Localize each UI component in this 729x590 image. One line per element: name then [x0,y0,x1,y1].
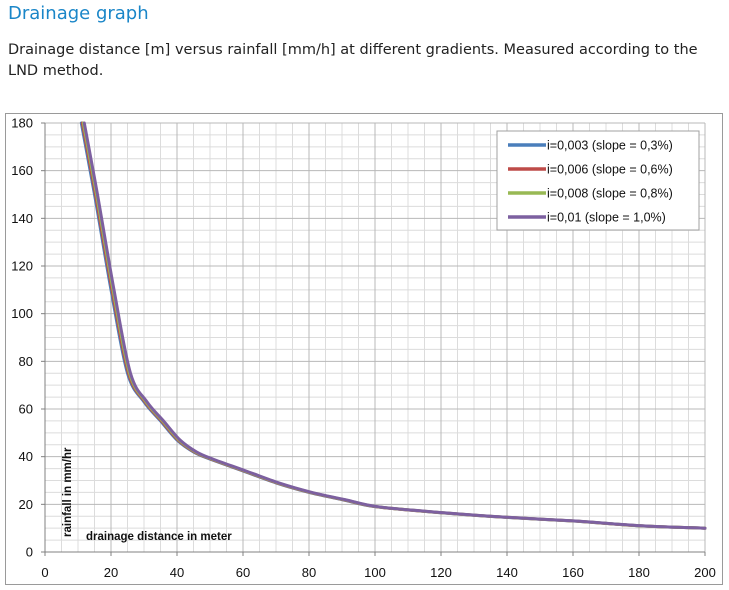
legend-box [496,130,700,231]
legend-label-2: i=0,006 (slope = 0,6%) [547,163,673,177]
legend-label-1: i=0,003 (slope = 0,3%) [547,139,673,153]
x-tick-label: 120 [430,565,452,580]
y-tick-label: 140 [11,211,33,226]
y-tick-label: 120 [11,259,33,274]
legend-label-3: i=0,008 (slope = 0,8%) [547,187,673,201]
x-tick-label: 60 [236,565,250,580]
x-tick-label: 40 [170,565,184,580]
y-tick-labels: 0 20 40 60 80 100 120 140 160 180 [11,116,45,560]
y-tick-label: 40 [19,449,33,464]
page-title: Drainage graph [8,3,149,24]
x-tick-labels: 0 20 40 60 80 100 120 140 160 180 200 [41,552,716,580]
y-tick-label: 160 [11,163,33,178]
series-line-4 [82,121,707,530]
x-tick-label: 180 [628,565,650,580]
y-axis-label: rainfall in mm/hr [62,447,74,537]
x-tick-label: 140 [496,565,518,580]
legend: i=0,003 (slope = 0,3%) i=0,006 (slope = 0… [496,130,700,231]
y-tick-label: 80 [19,354,33,369]
x-tick-label: 80 [302,565,316,580]
chart-frame [5,113,723,585]
y-tick-label: 60 [19,402,33,417]
y-tick-label: 100 [11,306,33,321]
legend-label-4: i=0,01 (slope = 1,0%) [547,211,666,225]
y-tick-label: 20 [19,497,33,512]
x-axis-label: drainage distance in meter [86,531,232,543]
x-tick-label: 100 [364,565,386,580]
x-tick-label: 160 [562,565,584,580]
x-tick-label: 200 [694,565,716,580]
x-tick-label: 20 [104,565,118,580]
chart-description: Drainage distance [m] versus rainfall [m… [8,42,698,79]
series-lines [79,121,707,530]
y-tick-label: 0 [26,545,33,560]
y-tick-label: 180 [11,116,33,131]
x-tick-label: 0 [41,565,48,580]
